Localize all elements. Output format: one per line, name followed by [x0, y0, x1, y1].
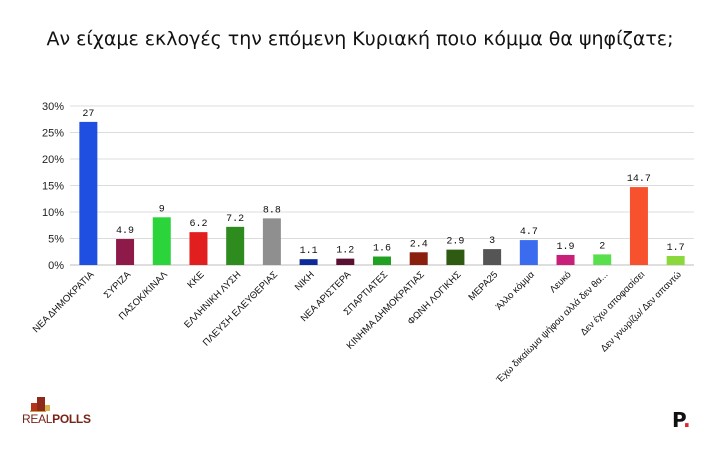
bar	[593, 254, 612, 265]
bar	[409, 252, 428, 265]
bar	[666, 255, 685, 265]
chart-title: Αν είχαμε εκλογές την επόμενη Κυριακή πο…	[46, 28, 674, 50]
bar	[152, 217, 171, 265]
category-label: ΝΙΚΗ	[293, 269, 317, 293]
category-label: ΜΕΡΑ25	[466, 269, 500, 303]
data-label: 6.2	[189, 219, 207, 230]
y-tick-label: 15%	[42, 181, 64, 193]
data-label: 1.7	[667, 243, 685, 254]
realpolls-logo-text: REALPOLLS	[22, 412, 91, 426]
data-label: 1.2	[336, 246, 354, 257]
data-label: 2.4	[410, 239, 428, 250]
data-label: 1.6	[373, 244, 391, 255]
category-label: Άλλο κόμμα	[494, 269, 537, 312]
category-label: ΣΥΡΙΖΑ	[102, 269, 134, 301]
category-label: ΠΛΕΥΣΗ ΕΛΕΥΘΕΡΙΑΣ	[201, 269, 280, 348]
y-tick-label: 0%	[48, 260, 64, 272]
data-label: 2	[599, 241, 605, 252]
bar	[79, 121, 98, 266]
data-label: 2.9	[446, 237, 464, 248]
bar	[299, 259, 318, 265]
y-tick-label: 20%	[42, 154, 64, 166]
bar	[226, 226, 245, 265]
data-label: 4.9	[116, 226, 134, 237]
data-label: 27	[82, 109, 94, 120]
data-label: 7.2	[226, 214, 244, 225]
bar	[483, 249, 502, 265]
category-label: Λευκό	[548, 269, 574, 295]
category-label: ΚΚΕ	[185, 269, 206, 290]
bar	[116, 239, 135, 265]
bars	[79, 121, 685, 266]
data-label: 4.7	[520, 227, 538, 238]
data-label: 9	[159, 204, 165, 215]
bar	[556, 254, 575, 265]
value-labels: 27 4.9 9 6.2 7.2 8.8 1.1 1.2 1.6 2.4 2.9 3 4.7 1.9 2 14…	[82, 109, 684, 257]
category-label: ΝΕΑ ΔΗΜΟΚΡΑΤΙΑ	[31, 269, 97, 335]
y-tick-label: 25%	[42, 128, 64, 140]
bar	[446, 249, 465, 265]
bar	[189, 232, 208, 265]
bar	[629, 187, 648, 265]
y-axis: 0% 5% 10% 15% 20% 25% 30%	[42, 101, 64, 272]
category-label: Δεν έχω αποφασίσει	[578, 269, 647, 338]
realpolls-logo-icon	[30, 397, 50, 412]
bar	[519, 240, 538, 265]
data-label: 14.7	[627, 174, 651, 185]
data-label: 1.1	[300, 246, 318, 257]
bar	[262, 218, 281, 265]
data-label: 1.9	[557, 242, 575, 253]
y-tick-label: 5%	[48, 234, 64, 246]
y-tick-label: 10%	[42, 207, 64, 219]
y-tick-label: 30%	[42, 101, 64, 113]
publisher-logo: P.	[672, 408, 691, 432]
data-label: 3	[489, 236, 495, 247]
bar	[336, 258, 355, 265]
bar	[373, 256, 391, 265]
data-label: 8.8	[263, 205, 281, 216]
